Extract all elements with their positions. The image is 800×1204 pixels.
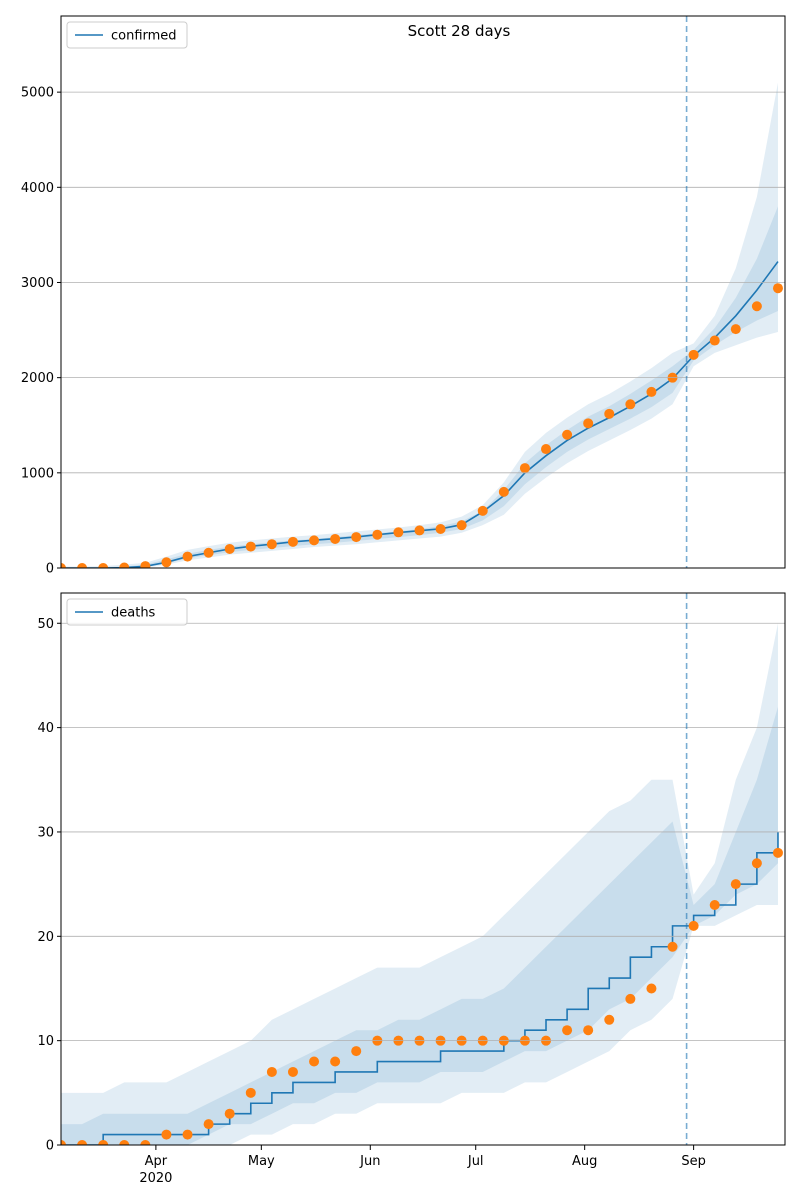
- observed-point: [140, 1140, 151, 1145]
- observed-point: [709, 335, 720, 346]
- x-tick-label: Jun: [359, 1154, 380, 1169]
- observed-point: [161, 1129, 172, 1140]
- legend-label: deaths: [111, 606, 156, 621]
- uncertainty-band: [61, 623, 778, 1145]
- chart-title: Scott 28 days: [408, 22, 511, 40]
- observed-point: [309, 535, 320, 546]
- legend-label: confirmed: [111, 29, 177, 44]
- observed-point: [309, 1056, 320, 1067]
- observed-point: [730, 879, 741, 890]
- plot-area: [61, 82, 783, 568]
- y-tick-label: 40: [37, 721, 54, 736]
- observed-point: [140, 561, 151, 568]
- observed-point: [98, 1140, 109, 1145]
- observed-point: [772, 283, 783, 294]
- observed-point: [751, 301, 762, 312]
- observed-point: [266, 1066, 277, 1077]
- observed-point: [456, 520, 467, 531]
- legend-box: [66, 598, 188, 626]
- x-tick-label: Aug: [572, 1154, 597, 1169]
- observed-point: [61, 1140, 66, 1145]
- observed-point: [330, 1056, 341, 1067]
- uncertainty-band: [61, 706, 778, 1145]
- observed-point: [372, 529, 383, 540]
- observed-point: [161, 557, 172, 568]
- y-tick-label: 20: [37, 930, 54, 945]
- observed-point: [688, 920, 699, 931]
- observed-point: [625, 993, 636, 1004]
- observed-point: [498, 486, 509, 497]
- model-line: [61, 831, 779, 1145]
- observed-point: [435, 523, 446, 534]
- axes-frame: [60, 15, 786, 569]
- observed-point: [667, 941, 678, 952]
- observed-point: [182, 551, 193, 562]
- observed-point: [646, 386, 657, 397]
- y-tick-label: 2000: [21, 371, 54, 386]
- observed-point: [245, 1087, 256, 1098]
- observed-point: [414, 525, 425, 536]
- observed-point: [646, 983, 657, 994]
- observed-point: [98, 563, 109, 568]
- observed-point: [245, 541, 256, 552]
- observed-point: [287, 1066, 298, 1077]
- y-tick-label: 4000: [21, 181, 54, 196]
- observed-point: [203, 1119, 214, 1130]
- observed-point: [625, 399, 636, 410]
- y-tick-label: 30: [37, 825, 54, 840]
- observed-point: [119, 562, 130, 568]
- observed-point: [182, 1129, 193, 1140]
- observed-point: [751, 858, 762, 869]
- uncertainty-band: [61, 82, 778, 568]
- observed-point: [772, 847, 783, 858]
- x-tick-label: Sep: [681, 1154, 706, 1169]
- observed-point: [119, 1140, 130, 1145]
- observed-point: [709, 900, 720, 910]
- observed-point: [688, 349, 699, 360]
- observed-point: [730, 324, 741, 335]
- observed-point: [541, 444, 552, 455]
- y-tick-label: 5000: [21, 86, 54, 101]
- observed-point: [77, 563, 88, 568]
- observed-point: [477, 505, 488, 516]
- observed-point: [61, 563, 66, 568]
- y-tick-label: 10: [37, 1034, 54, 1049]
- observed-point: [203, 547, 214, 558]
- uncertainty-band: [61, 206, 778, 568]
- observed-point: [562, 1025, 573, 1036]
- observed-point: [583, 418, 594, 429]
- model-line: [61, 261, 779, 568]
- legend-box: [66, 21, 188, 49]
- observed-point: [351, 1046, 362, 1057]
- y-tick-label: 0: [46, 1139, 54, 1154]
- y-tick-label: 50: [37, 617, 54, 632]
- observed-point: [562, 429, 573, 440]
- x-tick-label: Jul: [467, 1154, 484, 1169]
- y-tick-label: 1000: [21, 466, 54, 481]
- observed-point: [519, 463, 530, 474]
- observed-point: [224, 543, 235, 554]
- observed-point: [583, 1025, 594, 1036]
- observed-point: [287, 536, 298, 547]
- observed-point: [266, 539, 277, 550]
- y-tick-label: 3000: [21, 276, 54, 291]
- plot-area: [61, 623, 783, 1145]
- observed-point: [393, 527, 404, 538]
- observed-point: [604, 1014, 615, 1025]
- observed-point: [77, 1140, 88, 1145]
- x-tick-label: Apr: [145, 1154, 168, 1169]
- observed-point: [351, 532, 362, 543]
- x-year-label: 2020: [139, 1171, 172, 1186]
- observed-point: [604, 408, 615, 419]
- observed-point: [224, 1108, 235, 1119]
- axes-frame: [60, 592, 786, 1146]
- y-tick-label: 0: [46, 562, 54, 577]
- observed-point: [330, 533, 341, 544]
- x-tick-label: May: [248, 1154, 275, 1169]
